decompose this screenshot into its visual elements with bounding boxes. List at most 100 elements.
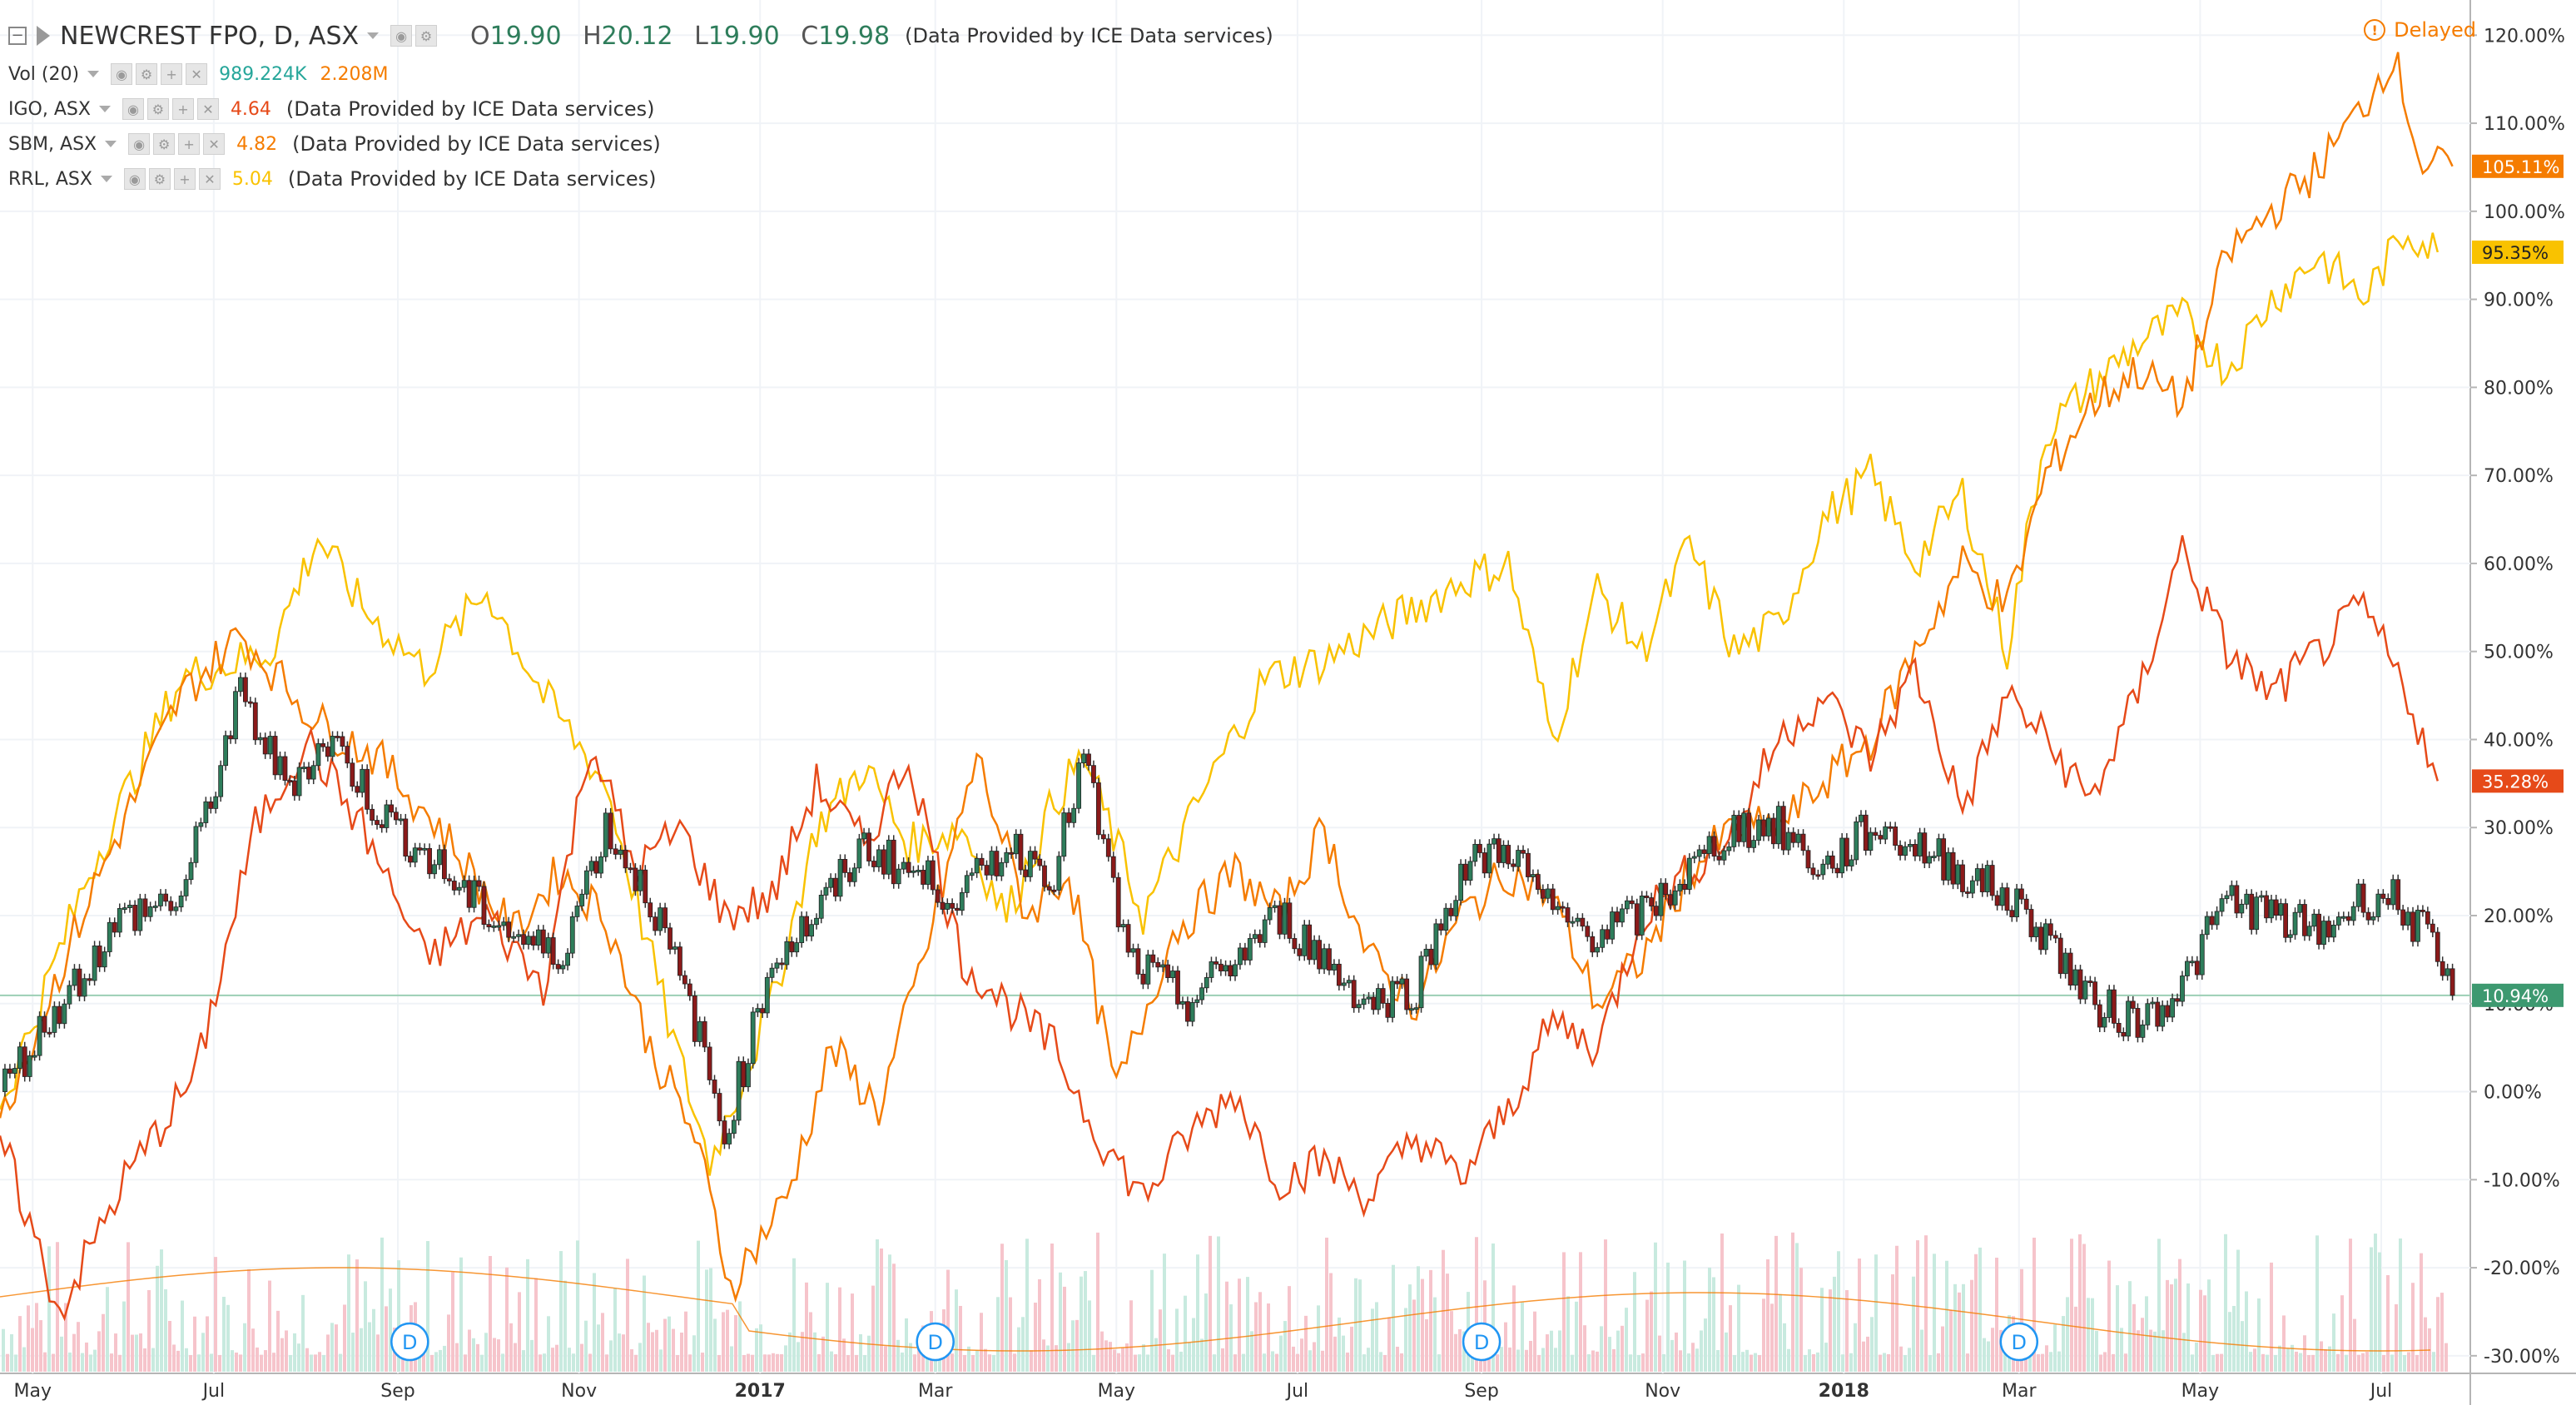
candle-body (2273, 899, 2279, 916)
chevron-down-icon[interactable] (98, 106, 111, 112)
volume-bar (917, 1340, 921, 1372)
symbol-title[interactable]: NEWCREST FPO, D, ASX (60, 21, 360, 51)
candle-body (1185, 1000, 1190, 1022)
volume-bar (1425, 1319, 1428, 1372)
gear-icon[interactable]: ⚙ (153, 133, 176, 155)
volume-bar (197, 1354, 201, 1372)
eye-icon[interactable]: ◉ (111, 63, 133, 85)
candle-body (1994, 895, 2000, 906)
volume-bar (2320, 1341, 2323, 1372)
chevron-down-icon[interactable] (105, 141, 117, 147)
candle-body (828, 877, 834, 888)
price-axis[interactable]: -30.00%-20.00%-10.00%0.00%10.00%20.00%30… (2470, 26, 2565, 1368)
candle-body (648, 902, 653, 918)
eye-icon[interactable]: ◉ (123, 168, 146, 190)
close-icon[interactable]: ✕ (203, 133, 226, 155)
candle-body (1691, 856, 1697, 859)
candle-body (247, 701, 253, 704)
candle-body (1165, 964, 1171, 979)
gear-icon[interactable]: ⚙ (415, 25, 438, 47)
candle-body (2194, 961, 2200, 976)
volume-bar (1129, 1300, 1133, 1372)
study-name[interactable]: RRL, ASX (8, 168, 92, 190)
volume-bar (68, 1352, 72, 1372)
chevron-down-icon[interactable] (87, 71, 100, 77)
volume-bar (297, 1343, 300, 1372)
candle-body (1580, 917, 1586, 927)
candle-body (1649, 897, 1655, 907)
volume-bar (1908, 1348, 1911, 1372)
candle-body (432, 864, 437, 875)
volume-bar (251, 1328, 255, 1372)
volume-bar (730, 1346, 733, 1372)
eye-icon[interactable]: ◉ (128, 133, 151, 155)
volume-bar (1059, 1272, 1062, 1372)
candle-body (1969, 880, 1975, 894)
delayed-indicator[interactable]: ! Delayed (2364, 18, 2476, 42)
plus-icon[interactable]: + (171, 98, 194, 120)
eye-icon[interactable]: ◉ (390, 25, 413, 47)
volume-bar (293, 1333, 296, 1372)
candle-body (1292, 938, 1298, 950)
candle-body (1091, 765, 1096, 783)
study-name[interactable]: SBM, ASX (8, 133, 97, 155)
candle-body (974, 857, 980, 874)
volume-bar (767, 1354, 771, 1372)
volume-bar (1687, 1353, 1690, 1372)
volume-bar (805, 1282, 808, 1372)
dividend-icon[interactable] (1462, 1322, 1501, 1362)
close-icon[interactable]: ✕ (196, 98, 219, 120)
volume-bar (1691, 1343, 1695, 1372)
volume-bar (555, 1344, 558, 1372)
plus-icon[interactable]: + (161, 63, 183, 85)
dividend-icon[interactable] (916, 1322, 955, 1362)
chevron-down-icon[interactable] (100, 176, 112, 182)
dividend-icon[interactable] (1999, 1322, 2039, 1362)
plus-icon[interactable]: + (173, 168, 196, 190)
last-value-text: 105.11% (2482, 157, 2559, 177)
dividend-icon[interactable] (390, 1322, 429, 1362)
volume-bar (1321, 1350, 1324, 1372)
candle-body (1610, 911, 1615, 940)
candle-body (1545, 888, 1551, 899)
volume-bar (218, 1354, 221, 1372)
volume-bar (110, 1353, 113, 1372)
alert-icon: ! (2364, 19, 2386, 41)
volume-bar (1516, 1349, 1520, 1372)
candle-body (1125, 924, 1131, 953)
volume-bar (547, 1316, 550, 1372)
flag-icon[interactable] (37, 26, 50, 46)
volume-bar (863, 1354, 866, 1372)
close-icon[interactable]: ✕ (198, 168, 221, 190)
eye-icon[interactable]: ◉ (122, 98, 144, 120)
candle-body (633, 867, 638, 891)
chevron-down-icon[interactable] (367, 32, 380, 39)
volume-bar (1537, 1354, 1541, 1372)
collapse-icon[interactable]: − (8, 27, 27, 45)
study-name[interactable]: IGO, ASX (8, 98, 91, 120)
gear-icon[interactable]: ⚙ (148, 168, 171, 190)
volume-bar (1591, 1350, 1595, 1372)
volume-bar (2157, 1239, 2161, 1372)
close-icon[interactable]: ✕ (186, 63, 208, 85)
gear-icon[interactable]: ⚙ (136, 63, 158, 85)
candle-body (1535, 874, 1541, 890)
volume-bar (1737, 1284, 1740, 1372)
gear-icon[interactable]: ⚙ (146, 98, 169, 120)
study-name[interactable]: Vol (20) (8, 63, 80, 85)
volume-bar (909, 1343, 912, 1372)
candle-body (1214, 961, 1219, 965)
candle-body (1639, 896, 1645, 936)
volume-bar (1429, 1269, 1432, 1372)
volume-bar (1271, 1351, 1274, 1372)
candle-body (1140, 973, 1146, 985)
time-axis[interactable]: May Jul Sep Nov 2017 Mar May Jul Sep Nov 2018 Mar Ma… (13, 1381, 2392, 1402)
series-controls: ◉ ⚙ (390, 25, 438, 47)
candle-body (1189, 1002, 1195, 1022)
volume-bar (2053, 1324, 2057, 1372)
plus-icon[interactable]: + (178, 133, 201, 155)
volume-bar (717, 1354, 721, 1372)
volume-bar (260, 1354, 263, 1372)
